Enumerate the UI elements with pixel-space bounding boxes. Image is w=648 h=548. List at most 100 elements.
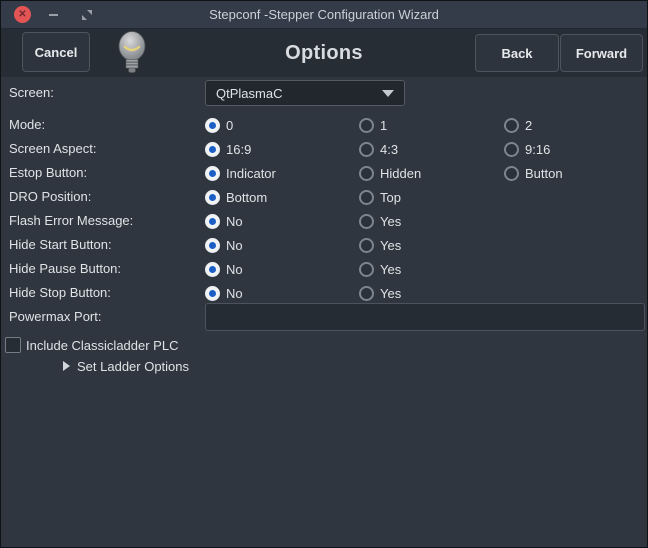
radio-option-label: 16:9 xyxy=(226,141,252,157)
radio-row: Hide Stop Button: No Yes xyxy=(1,281,647,305)
radio-icon[interactable] xyxy=(359,117,374,133)
radio-option[interactable]: Yes xyxy=(359,281,401,305)
radio-option[interactable]: No xyxy=(205,281,243,305)
classicladder-label: Include Classicladder PLC xyxy=(26,337,179,353)
radio-option[interactable]: Indicator xyxy=(205,161,276,185)
lightbulb-icon xyxy=(118,31,146,73)
radio-option-label: Top xyxy=(380,189,401,205)
radio-selected-icon[interactable] xyxy=(205,213,220,229)
powermax-label: Powermax Port: xyxy=(9,309,102,324)
radio-option-label: No xyxy=(226,261,243,277)
titlebar[interactable]: ✕ Stepconf -Stepper Configuration Wizard xyxy=(1,1,647,29)
radio-option[interactable]: Yes xyxy=(359,209,401,233)
radio-icon[interactable] xyxy=(359,261,374,277)
radio-option[interactable]: No xyxy=(205,257,243,281)
page-title: Options xyxy=(285,42,363,64)
radio-option-label: Hidden xyxy=(380,165,422,181)
row-label: Hide Stop Button: xyxy=(9,285,111,300)
radio-option-label: Button xyxy=(525,165,563,181)
radio-option[interactable]: 0 xyxy=(205,113,233,137)
radio-option-label: Yes xyxy=(380,237,402,253)
wizard-header: Cancel Options Back Forward xyxy=(1,29,647,77)
radio-selected-icon[interactable] xyxy=(205,285,220,301)
radio-option[interactable]: 4:3 xyxy=(359,137,398,161)
row-label: Hide Pause Button: xyxy=(9,261,122,276)
radio-option-label: No xyxy=(226,285,243,301)
screen-select[interactable]: QtPlasmaC xyxy=(205,80,405,106)
radio-option-label: No xyxy=(226,213,243,229)
radio-row: Screen Aspect: 16:9 4:3 9:16 xyxy=(1,137,647,161)
radio-icon[interactable] xyxy=(359,189,374,205)
close-icon[interactable]: ✕ xyxy=(14,6,31,23)
cancel-button[interactable]: Cancel xyxy=(22,32,90,72)
radio-selected-icon[interactable] xyxy=(205,189,220,205)
radio-row: Flash Error Message: No Yes xyxy=(1,209,647,233)
radio-option-label: Yes xyxy=(380,285,402,301)
radio-option[interactable]: No xyxy=(205,233,243,257)
options-form: Screen: QtPlasmaC Mode: 0 1 2 Screen Aspect:… xyxy=(1,77,647,547)
radio-option[interactable]: Top xyxy=(359,185,401,209)
radio-option[interactable]: 16:9 xyxy=(205,137,251,161)
radio-option-label: Yes xyxy=(380,213,402,229)
radio-icon[interactable] xyxy=(504,141,519,157)
radio-icon[interactable] xyxy=(504,165,519,181)
radio-option-label: Bottom xyxy=(226,189,268,205)
radio-option-label: 2 xyxy=(525,117,533,133)
radio-option-label: Indicator xyxy=(226,165,276,181)
radio-icon[interactable] xyxy=(359,213,374,229)
row-label: Flash Error Message: xyxy=(9,213,134,228)
radio-option[interactable]: No xyxy=(205,209,243,233)
chevron-down-icon xyxy=(382,89,394,97)
ladder-options-label: Set Ladder Options xyxy=(77,358,190,374)
screen-select-value: QtPlasmaC xyxy=(216,85,283,101)
radio-selected-icon[interactable] xyxy=(205,141,220,157)
row-label: Mode: xyxy=(9,117,46,132)
row-label: Estop Button: xyxy=(9,165,88,180)
radio-selected-icon[interactable] xyxy=(205,237,220,253)
radio-option-label: 0 xyxy=(226,117,234,133)
row-label: Hide Start Button: xyxy=(9,237,112,252)
row-label: Screen Aspect: xyxy=(9,141,97,156)
radio-icon[interactable] xyxy=(504,117,519,133)
radio-option[interactable]: Yes xyxy=(359,257,401,281)
radio-row: Hide Start Button: No Yes xyxy=(1,233,647,257)
radio-selected-icon[interactable] xyxy=(205,117,220,133)
radio-row: Estop Button: Indicator Hidden Button xyxy=(1,161,647,185)
radio-option-label: 9:16 xyxy=(525,141,551,157)
classicladder-checkbox[interactable] xyxy=(5,337,21,353)
radio-option-label: No xyxy=(226,237,243,253)
maximize-icon[interactable] xyxy=(81,9,93,21)
radio-option[interactable]: Bottom xyxy=(205,185,267,209)
radio-option[interactable]: 1 xyxy=(359,113,387,137)
radio-row: Mode: 0 1 2 xyxy=(1,113,647,137)
radio-rows: Mode: 0 1 2 Screen Aspect: 16:9 4:3 9:16 Estop B… xyxy=(1,113,647,305)
back-button[interactable]: Back xyxy=(475,34,559,72)
radio-option-label: 1 xyxy=(380,117,388,133)
radio-selected-icon[interactable] xyxy=(205,261,220,277)
radio-option-label: Yes xyxy=(380,261,402,277)
radio-option[interactable]: 9:16 xyxy=(504,137,550,161)
row-label: DRO Position: xyxy=(9,189,92,204)
window-title: Stepconf -Stepper Configuration Wizard xyxy=(209,7,439,22)
radio-row: DRO Position: Bottom Top xyxy=(1,185,647,209)
minimize-icon[interactable] xyxy=(49,14,58,16)
screen-row: Screen: QtPlasmaC xyxy=(1,80,647,106)
expander-arrow-icon xyxy=(63,361,70,371)
radio-icon[interactable] xyxy=(359,165,374,181)
radio-row: Hide Pause Button: No Yes xyxy=(1,257,647,281)
radio-selected-icon[interactable] xyxy=(205,165,220,181)
radio-option[interactable]: Hidden xyxy=(359,161,421,185)
ladder-options-expander[interactable]: Set Ladder Options xyxy=(63,356,189,376)
powermax-port-input[interactable] xyxy=(205,303,645,331)
classicladder-row[interactable]: Include Classicladder PLC xyxy=(1,335,178,355)
forward-button[interactable]: Forward xyxy=(560,34,643,72)
radio-option[interactable]: Button xyxy=(504,161,563,185)
radio-option[interactable]: 2 xyxy=(504,113,532,137)
powermax-row: Powermax Port: xyxy=(1,303,647,331)
radio-option[interactable]: Yes xyxy=(359,233,401,257)
radio-icon[interactable] xyxy=(359,285,374,301)
radio-icon[interactable] xyxy=(359,141,374,157)
screen-label: Screen: xyxy=(9,85,54,100)
radio-icon[interactable] xyxy=(359,237,374,253)
